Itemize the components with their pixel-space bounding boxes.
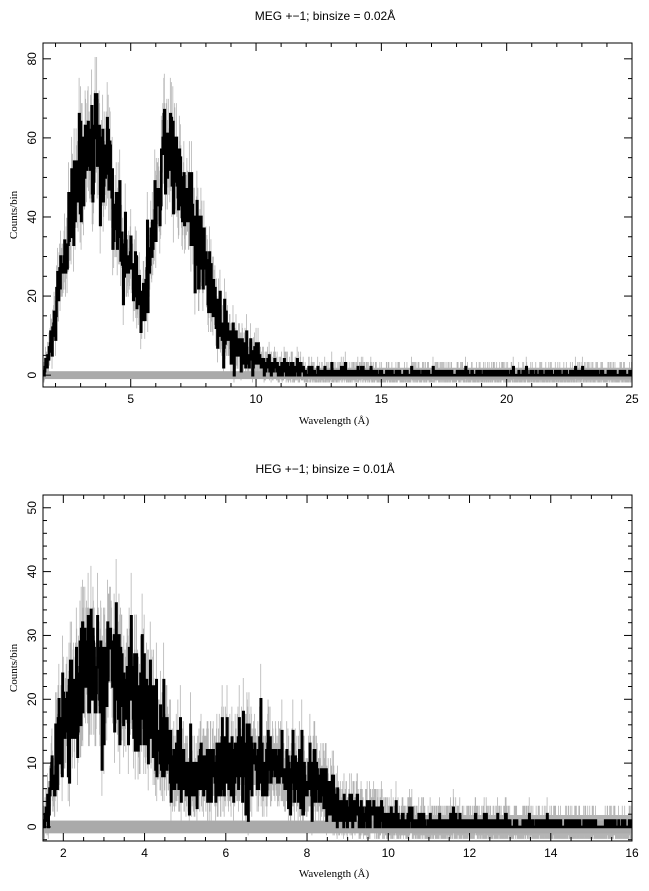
heg-y-tick-label: 10 [25, 756, 39, 770]
meg-x-tick-label: 20 [500, 392, 514, 406]
meg-x-tick-label: 10 [249, 392, 263, 406]
meg-x-tick-label: 25 [625, 392, 639, 406]
heg-x-tick-label: 10 [382, 846, 396, 860]
meg-plot-area [43, 56, 632, 383]
meg-y-axis: 0 20 40 60 80 [25, 52, 632, 378]
meg-y-tick-label: 60 [25, 131, 39, 145]
meg-y-tick-label: 80 [25, 52, 39, 66]
meg-y-tick-label: 40 [25, 210, 39, 224]
meg-y-tick-label: 0 [25, 371, 39, 378]
heg-x-axis: 2 4 6 8 10 12 14 16 [42, 495, 639, 860]
heg-x-tick-label: 2 [60, 846, 67, 860]
heg-y-axis-label: Counts/bin [8, 643, 20, 692]
heg-y-tick-label: 0 [25, 823, 39, 830]
meg-x-axis: 5 10 15 20 25 [55, 43, 639, 406]
heg-y-tick-label: 30 [25, 628, 39, 642]
meg-title: MEG +−1; binsize = 0.02Å [255, 8, 395, 23]
meg-x-axis-label: Wavelength (Å) [299, 415, 370, 427]
heg-x-axis-label: Wavelength (Å) [299, 868, 370, 880]
heg-series [43, 558, 632, 839]
heg-x-tick-label: 12 [463, 846, 477, 860]
meg-plot-frame [42, 42, 633, 388]
heg-x-tick-label: 8 [304, 846, 311, 860]
meg-y-axis-label: Counts/bin [8, 190, 20, 239]
heg-plot-area [43, 558, 632, 839]
heg-panel: HEG +−1; binsize = 0.01Å 2 4 6 8 10 12 14 16 0 1… [8, 461, 639, 880]
heg-plot-frame [42, 494, 633, 842]
heg-y-axis: 0 10 20 30 40 50 [25, 494, 632, 841]
heg-x-tick-label: 6 [222, 846, 229, 860]
meg-data-line [43, 93, 632, 377]
heg-x-tick-label: 4 [141, 846, 148, 860]
meg-x-tick-label: 5 [127, 392, 134, 406]
heg-y-tick-label: 50 [25, 501, 39, 515]
heg-x-tick-label: 16 [625, 846, 639, 860]
meg-y-tick-label: 20 [25, 289, 39, 303]
heg-y-tick-label: 40 [25, 565, 39, 579]
meg-x-tick-label: 15 [375, 392, 389, 406]
heg-data-line [43, 602, 632, 829]
meg-error-bars [43, 56, 632, 383]
heg-title: HEG +−1; binsize = 0.01Å [255, 461, 394, 476]
meg-series [43, 56, 632, 383]
heg-y-tick-label: 20 [25, 692, 39, 706]
meg-panel: MEG +−1; binsize = 0.02Å 5 10 15 20 25 0 20 40… [8, 8, 639, 427]
heg-x-tick-label: 14 [544, 846, 558, 860]
